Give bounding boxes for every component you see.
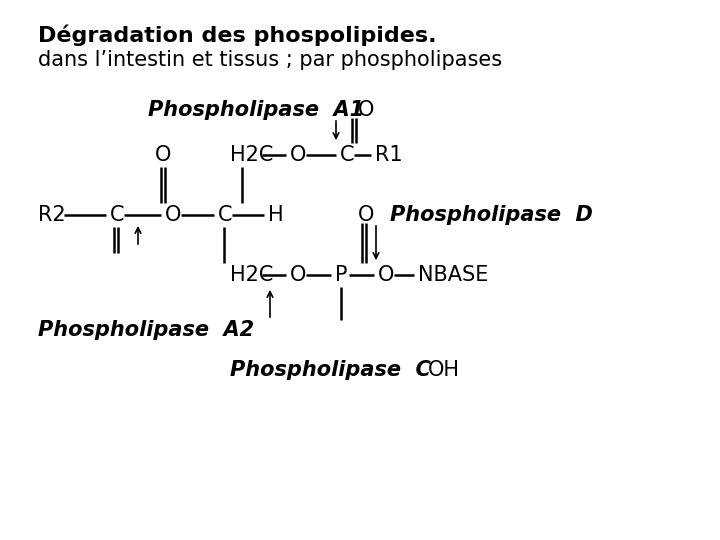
Text: O: O — [290, 145, 307, 165]
Text: O: O — [378, 265, 395, 285]
Text: Phospholipase  A1: Phospholipase A1 — [148, 100, 364, 120]
Text: C: C — [218, 205, 233, 225]
Text: dans l’intestin et tissus ; par phospholipases: dans l’intestin et tissus ; par phosphol… — [38, 50, 502, 70]
Text: O: O — [165, 205, 181, 225]
Text: Dégradation des phospolipides.: Dégradation des phospolipides. — [38, 24, 436, 46]
Text: R2: R2 — [38, 205, 66, 225]
Text: O: O — [155, 145, 171, 165]
Text: R1: R1 — [375, 145, 402, 165]
Text: H: H — [268, 205, 284, 225]
Text: O: O — [358, 100, 374, 120]
Text: C: C — [110, 205, 125, 225]
Text: C: C — [340, 145, 354, 165]
Text: OH: OH — [428, 360, 460, 380]
Text: O: O — [358, 205, 374, 225]
Text: O: O — [290, 265, 307, 285]
Text: H2C: H2C — [230, 265, 274, 285]
Text: Phospholipase  C: Phospholipase C — [230, 360, 431, 380]
Text: Phospholipase  A2: Phospholipase A2 — [38, 320, 254, 340]
Text: H2C: H2C — [230, 145, 274, 165]
Text: Phospholipase  D: Phospholipase D — [390, 205, 593, 225]
Text: NBASE: NBASE — [418, 265, 488, 285]
Text: P: P — [335, 265, 348, 285]
